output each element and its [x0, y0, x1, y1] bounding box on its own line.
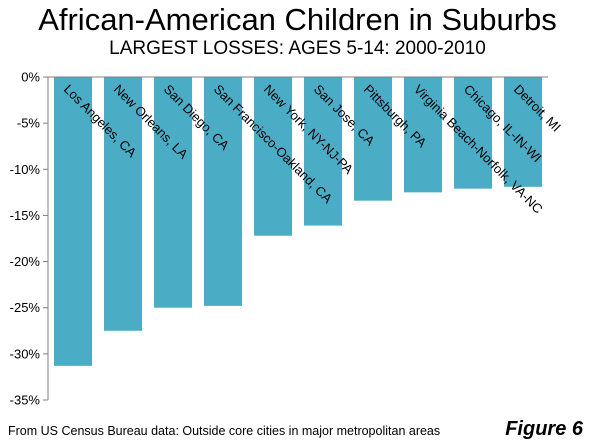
bar	[104, 77, 142, 331]
y-tick-label: -20%	[10, 254, 41, 269]
bar	[504, 77, 542, 187]
chart-subtitle: LARGEST LOSSES: AGES 5-14: 2000-2010	[109, 38, 486, 59]
y-tick-label: 0%	[21, 70, 40, 85]
y-tick-label: -5%	[17, 116, 41, 131]
y-tick-label: -10%	[10, 162, 41, 177]
y-tick-label: -25%	[10, 300, 41, 315]
chart-title: African-American Children in Suburbs	[38, 2, 557, 37]
bar	[204, 77, 242, 306]
source-note: From US Census Bureau data: Outside core…	[8, 424, 441, 438]
y-tick-label: -35%	[10, 393, 41, 408]
bar	[304, 77, 342, 226]
y-tick-label: -30%	[10, 346, 41, 361]
bar	[54, 77, 92, 366]
bar	[454, 77, 492, 189]
figure-label: Figure 6	[505, 418, 583, 440]
bar	[404, 77, 442, 193]
bar	[254, 77, 292, 236]
bar	[154, 77, 192, 308]
bar	[354, 77, 392, 201]
y-tick-label: -15%	[10, 208, 41, 223]
